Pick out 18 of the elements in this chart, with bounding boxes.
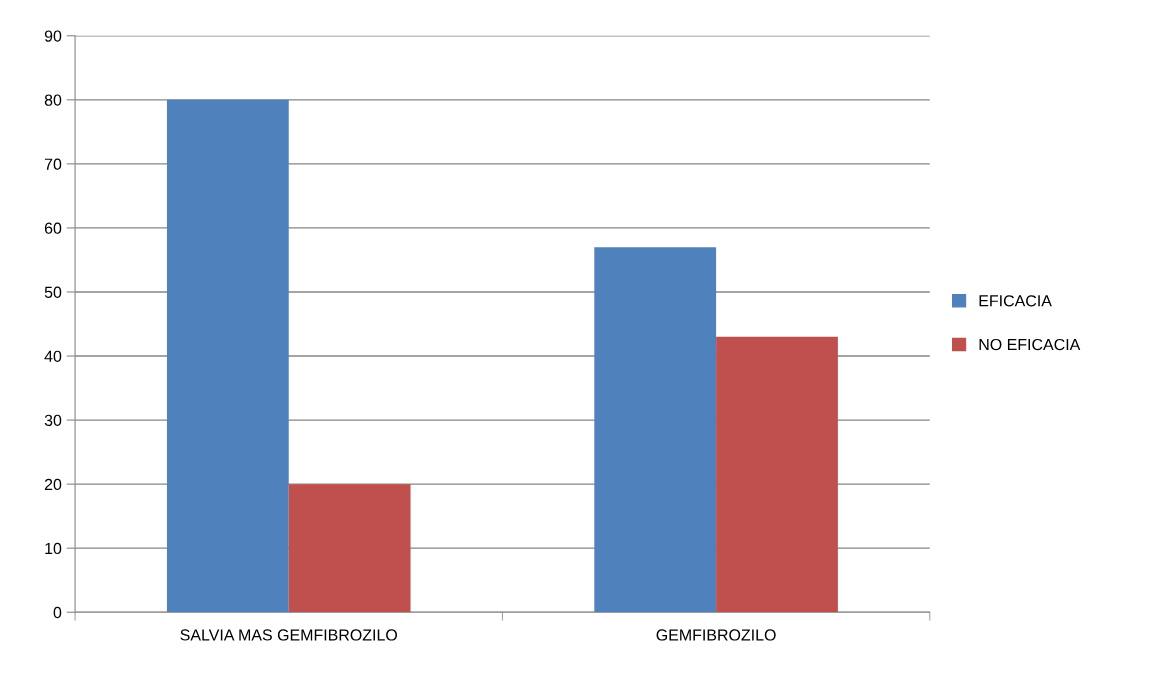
legend-label: NO EFICACIA: [979, 338, 1081, 351]
y-tick-label: 70: [44, 158, 62, 170]
y-tick-label: 90: [44, 30, 62, 42]
y-tick-label: 60: [44, 222, 62, 234]
bar: [716, 336, 838, 613]
y-tick-label: 30: [44, 414, 62, 427]
y-tick-label: 40: [44, 350, 62, 362]
bar: [166, 99, 289, 613]
y-tick-label: 10: [45, 542, 62, 555]
y-tick-label: 80: [44, 94, 62, 106]
legend-label: EFICACIA: [979, 295, 1052, 307]
x-tick-label: SALVIA MAS GEMFIBROZILO: [180, 629, 398, 641]
x-tick-label: GEMFIBROZILO: [656, 629, 776, 641]
bar: [288, 484, 411, 613]
y-tick-label: 50: [44, 286, 62, 298]
bar: [594, 247, 717, 613]
y-tick-label: 0: [53, 606, 62, 619]
y-tick-label: 20: [44, 478, 62, 491]
